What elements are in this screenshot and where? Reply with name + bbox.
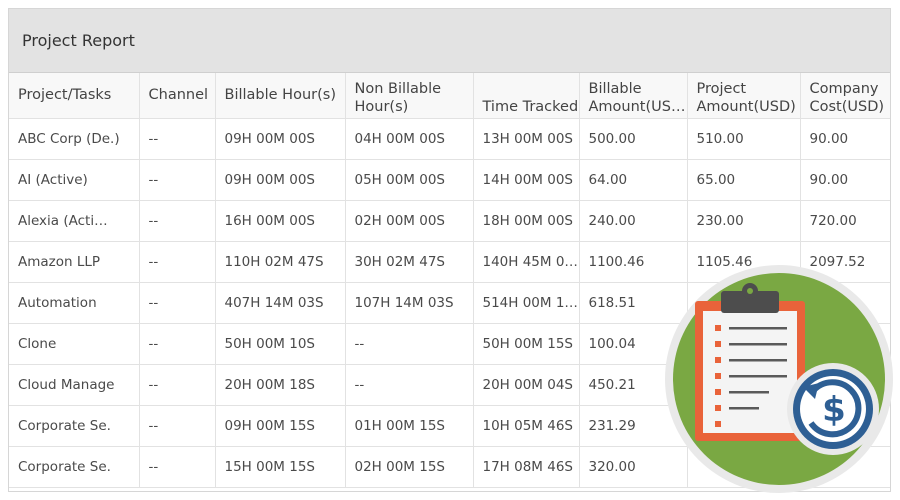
column-header-non-billable-hours: Non Billable Hour(s) <box>345 73 474 119</box>
cell-project: ABC Corp (De.) <box>9 118 140 160</box>
cell-billable-hours: 09H 00M 00S <box>215 159 346 201</box>
cell-time-tracked: 20H 00M 04S <box>473 364 580 406</box>
cell-channel: -- <box>139 200 216 242</box>
cell-time-tracked: 17H 08M 46S <box>473 446 580 488</box>
cell-non-billable-hours: 107H 14M 03S <box>345 282 474 324</box>
table-row: Alexia (Acti… -- 16H 00M 00S 02H 00M 00S 18H… <box>9 200 890 242</box>
cell-billable-amount: 240.00 <box>579 200 688 242</box>
cell-project: Corporate Se. <box>9 446 140 488</box>
cell-billable-hours: 09H 00M 15S <box>215 405 346 447</box>
cell-time-tracked: 13H 00M 00S <box>473 118 580 160</box>
cell-non-billable-hours: 30H 02M 47S <box>345 241 474 283</box>
cell-billable-amount: 500.00 <box>579 118 688 160</box>
cell-billable-amount: 320.00 <box>579 446 688 488</box>
cell-channel: -- <box>139 323 216 365</box>
cell-billable-amount: 618.51 <box>579 282 688 324</box>
cell-company-cost: 720.00 <box>800 200 890 242</box>
cell-project: Automation <box>9 282 140 324</box>
cell-billable-hours: 407H 14M 03S <box>215 282 346 324</box>
cell-project-amount: 230.00 <box>687 200 801 242</box>
cell-non-billable-hours: -- <box>345 323 474 365</box>
refund-dollar-icon: $ <box>787 363 879 455</box>
cell-project: Cloud Manage <box>9 364 140 406</box>
cell-billable-hours: 09H 00M 00S <box>215 118 346 160</box>
table-row: AI (Active) -- 09H 00M 00S 05H 00M 00S 14H 0… <box>9 159 890 201</box>
clipboard-refund-dollar-icon: $ <box>665 265 893 493</box>
table-row: ABC Corp (De.) -- 09H 00M 00S 04H 00M 00S 13… <box>9 118 890 160</box>
cell-non-billable-hours: 04H 00M 00S <box>345 118 474 160</box>
cell-billable-hours: 15H 00M 15S <box>215 446 346 488</box>
panel-header: Project Report <box>9 9 890 73</box>
cell-billable-hours: 20H 00M 18S <box>215 364 346 406</box>
cell-project: AI (Active) <box>9 159 140 201</box>
cell-billable-hours: 110H 02M 47S <box>215 241 346 283</box>
cell-non-billable-hours: 02H 00M 15S <box>345 446 474 488</box>
cell-non-billable-hours: 05H 00M 00S <box>345 159 474 201</box>
column-header-billable-hours: Billable Hour(s) <box>215 73 346 119</box>
cell-project: Clone <box>9 323 140 365</box>
cell-non-billable-hours: -- <box>345 364 474 406</box>
page-title: Project Report <box>22 31 135 50</box>
column-header-time-tracked: Time Tracked <box>473 73 580 119</box>
table-row: Amazon LLP -- 110H 02M 47S 30H 02M 47S 140H … <box>9 241 890 283</box>
cell-channel: -- <box>139 446 216 488</box>
cell-channel: -- <box>139 405 216 447</box>
cell-time-tracked: 10H 05M 46S <box>473 405 580 447</box>
table-header-row: Project/Tasks Channel Billable Hour(s) Non … <box>9 73 890 119</box>
cell-billable-hours: 16H 00M 00S <box>215 200 346 242</box>
column-header-company-cost: Company Cost(USD) <box>800 73 890 119</box>
cell-project: Amazon LLP <box>9 241 140 283</box>
column-header-project: Project/Tasks <box>9 73 140 119</box>
cell-time-tracked: 140H 45M 07S <box>473 241 580 283</box>
cell-non-billable-hours: 01H 00M 15S <box>345 405 474 447</box>
clipboard-icon <box>695 283 805 441</box>
cell-channel: -- <box>139 118 216 160</box>
report-table: Project/Tasks Channel Billable Hour(s) Non … <box>9 73 890 488</box>
cell-project: Corporate Se. <box>9 405 140 447</box>
cell-company-cost: 90.00 <box>800 159 890 201</box>
cell-billable-hours: 50H 00M 10S <box>215 323 346 365</box>
column-header-channel: Channel <box>139 73 216 119</box>
column-header-project-amount: Project Amount(USD) <box>687 73 801 119</box>
cell-billable-amount: 64.00 <box>579 159 688 201</box>
cell-time-tracked: 14H 00M 00S <box>473 159 580 201</box>
table-body: ABC Corp (De.) -- 09H 00M 00S 04H 00M 00S 13… <box>9 118 890 488</box>
cell-time-tracked: 514H 00M 10S <box>473 282 580 324</box>
cell-channel: -- <box>139 282 216 324</box>
cell-project-amount: 510.00 <box>687 118 801 160</box>
cell-billable-amount: 1100.46 <box>579 241 688 283</box>
cell-time-tracked: 50H 00M 15S <box>473 323 580 365</box>
cell-non-billable-hours: 02H 00M 00S <box>345 200 474 242</box>
checklist-lines <box>715 325 787 427</box>
project-report-panel: Project Report Project/Tasks Channel Billa… <box>8 8 891 492</box>
cell-company-cost: 90.00 <box>800 118 890 160</box>
cell-project-amount: 65.00 <box>687 159 801 201</box>
cell-billable-amount: 231.29 <box>579 405 688 447</box>
column-header-billable-amount: Billable Amount(USD) <box>579 73 688 119</box>
cell-channel: -- <box>139 364 216 406</box>
cell-channel: -- <box>139 241 216 283</box>
cell-time-tracked: 18H 00M 00S <box>473 200 580 242</box>
cell-channel: -- <box>139 159 216 201</box>
svg-text:$: $ <box>822 390 846 430</box>
cell-project: Alexia (Acti… <box>9 200 140 242</box>
